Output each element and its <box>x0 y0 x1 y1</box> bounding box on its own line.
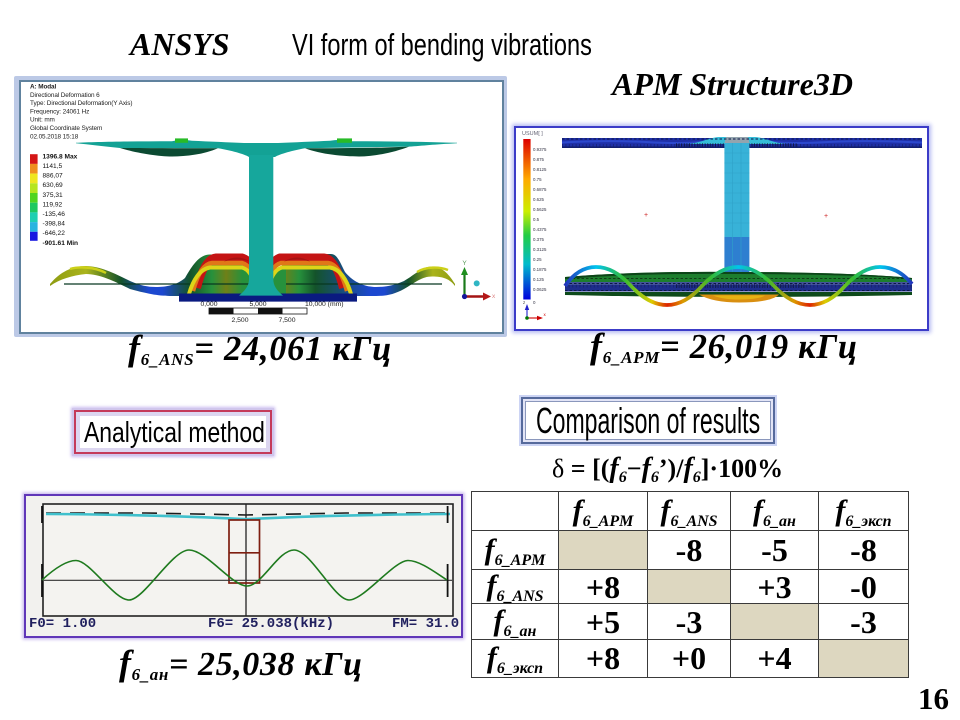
svg-text:0.0625: 0.0625 <box>533 287 547 292</box>
svg-text:10,000 (mm): 10,000 (mm) <box>305 301 344 308</box>
svg-text:Unit: mm: Unit: mm <box>30 117 55 124</box>
svg-text:0.8125: 0.8125 <box>533 167 547 172</box>
svg-text:-398,84: -398,84 <box>43 221 66 228</box>
svg-text:1141,5: 1141,5 <box>43 163 63 170</box>
svg-text:0.5: 0.5 <box>533 217 540 222</box>
svg-text:0.375: 0.375 <box>533 237 545 242</box>
svg-text:0: 0 <box>533 300 536 305</box>
svg-text:x: x <box>544 312 547 317</box>
svg-text:0.875: 0.875 <box>533 157 545 162</box>
svg-text:02.05.2018 15:18: 02.05.2018 15:18 <box>30 133 79 140</box>
svg-text:0.125: 0.125 <box>533 277 545 282</box>
svg-text:Y: Y <box>462 260 467 267</box>
svg-text:5,000: 5,000 <box>249 301 266 308</box>
svg-text:+: + <box>824 213 828 220</box>
svg-text:0.1875: 0.1875 <box>533 267 547 272</box>
svg-text:-135,46: -135,46 <box>43 211 66 218</box>
svg-text:0.4375: 0.4375 <box>533 227 547 232</box>
svg-text:Frequency: 24061 Hz: Frequency: 24061 Hz <box>30 108 89 115</box>
svg-text:630,69: 630,69 <box>43 182 64 189</box>
svg-text:0.9375: 0.9375 <box>533 147 547 152</box>
svg-text:x: x <box>492 293 496 300</box>
svg-text:119,92: 119,92 <box>43 201 63 208</box>
svg-text:+: + <box>644 212 648 219</box>
svg-text:0,000: 0,000 <box>200 301 217 308</box>
svg-text:USUM[ ]: USUM[ ] <box>522 131 543 137</box>
svg-text:0.3125: 0.3125 <box>533 247 547 252</box>
svg-text:Type: Directional Deformation(: Type: Directional Deformation(Y Axis) <box>30 100 132 107</box>
svg-text:886,07: 886,07 <box>43 173 64 180</box>
svg-text:0.75: 0.75 <box>533 177 542 182</box>
svg-text:7,500: 7,500 <box>278 317 295 324</box>
svg-text:0.5625: 0.5625 <box>533 207 547 212</box>
svg-text:0.625: 0.625 <box>533 197 545 202</box>
svg-text:z: z <box>523 300 526 305</box>
svg-text:0.6875: 0.6875 <box>533 187 547 192</box>
svg-text:A: Modal: A: Modal <box>30 84 57 91</box>
svg-text:-901.61 Min: -901.61 Min <box>43 240 79 247</box>
svg-text:375,31: 375,31 <box>43 192 64 199</box>
svg-text:2,500: 2,500 <box>231 317 248 324</box>
svg-text:-646,22: -646,22 <box>43 230 66 237</box>
svg-text:Directional Deformation 6: Directional Deformation 6 <box>30 92 100 99</box>
svg-text:1396.8 Max: 1396.8 Max <box>43 153 78 160</box>
svg-text:Global Coordinate System: Global Coordinate System <box>30 125 102 132</box>
svg-text:0.25: 0.25 <box>533 257 542 262</box>
